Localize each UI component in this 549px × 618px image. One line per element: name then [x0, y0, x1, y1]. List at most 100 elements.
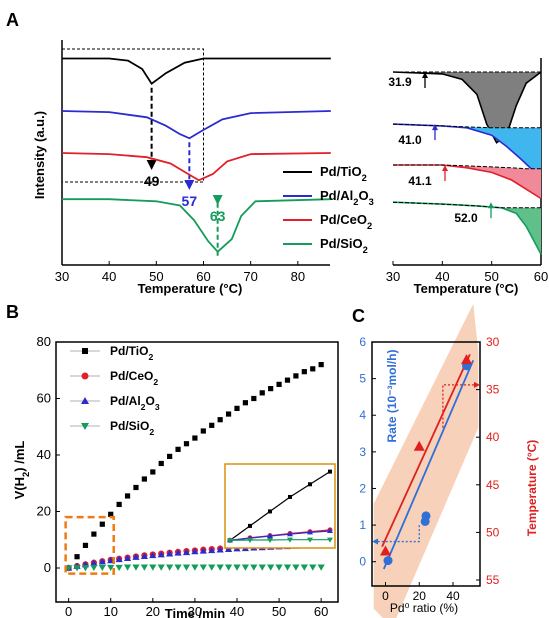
onset-arrowhead-sio2 [488, 202, 494, 209]
data-point-al2o3 [191, 548, 199, 555]
data-point-sio2 [275, 564, 283, 571]
label-part: Pd/TiO [320, 164, 362, 179]
label-part: Pd/Al [110, 394, 141, 408]
legend-marker-tio2 [82, 348, 88, 354]
data-point-tio2 [234, 405, 240, 411]
onset-label-tio2: 31.9 [388, 75, 412, 89]
data-point-sio2 [132, 564, 140, 571]
data-point-tio2 [217, 417, 223, 423]
zoom-box [64, 515, 115, 575]
onset-arrowhead-al2o3 [432, 124, 438, 131]
x-axis-label: Temperature (°C) [138, 281, 243, 296]
data-point-tio2 [167, 453, 173, 460]
label-part: 2 [21, 472, 31, 477]
data-point-al2o3 [224, 545, 233, 552]
x-tick-label: 60 [534, 269, 548, 284]
panel-b-label: B [6, 302, 19, 322]
panel-c-label: C [352, 306, 365, 326]
inset-point-sio2 [287, 537, 293, 543]
x-tick-label: 30 [386, 269, 400, 284]
series-line-al2o3 [61, 110, 331, 140]
legend-label-al2o3: Pd/Al2O3 [320, 188, 374, 207]
panel-a-right-chart: 31.9 41.0 41.1 52.0 30 40 50 60 Temperature (°C) [386, 58, 548, 296]
data-point-tio2 [82, 542, 89, 548]
x-tick-label: 70 [243, 269, 257, 284]
peak-label-al2o3: 57 [182, 193, 198, 209]
data-point-tio2 [183, 441, 190, 447]
area-line-al2o3 [392, 123, 542, 175]
y-tick-label: 80 [37, 334, 51, 349]
peak-arrowhead-sio2 [212, 195, 223, 205]
data-point-sio2 [81, 565, 90, 572]
x-tick-label: 50 [149, 269, 163, 284]
temperature-point [461, 354, 472, 365]
x-axis-label: Pd⁰ ratio (%) [390, 601, 458, 615]
inset-point-sio2 [327, 537, 333, 543]
data-point-sio2 [90, 564, 98, 572]
label-part: ) /mL [12, 441, 27, 472]
data-point-tio2 [301, 369, 307, 375]
data-point-sio2 [292, 564, 300, 571]
temperature-guide-arrowhead [474, 381, 480, 388]
data-point-tio2 [99, 521, 105, 527]
panel-a-left-chart: 30 40 50 60 70 80 Temperature (°C) Intensity (a… [32, 40, 331, 296]
x-tick-label: 0 [382, 589, 389, 603]
inset-point-tio2 [248, 523, 252, 528]
inset-point-tio2 [308, 482, 312, 487]
data-point-sio2 [115, 564, 123, 572]
label-part: Pd/SiO [320, 236, 363, 251]
x-tick-label: 30 [188, 604, 202, 618]
x-tick-label: 50 [484, 269, 498, 284]
rate-point [383, 556, 393, 566]
temperature-point [380, 545, 391, 556]
y-tick-label: 60 [37, 391, 51, 406]
x-tick-label: 80 [291, 269, 305, 284]
data-point-tio2 [192, 435, 198, 441]
right-y-tick-label: 50 [486, 525, 500, 539]
onset-label-al2o3: 41.0 [398, 133, 422, 147]
plot-frame [55, 341, 339, 603]
data-point-sio2 [107, 564, 115, 572]
x-tick-label: 40 [446, 589, 460, 603]
data-point-sio2 [199, 564, 207, 571]
legend-label-tio2: Pd/TiO2 [320, 164, 367, 183]
data-point-tio2 [225, 411, 232, 417]
data-point-al2o3 [123, 554, 132, 561]
peak-label-tio2: 49 [144, 173, 160, 189]
data-point-al2o3 [115, 555, 123, 563]
onset-label-sio2: 52.0 [454, 211, 478, 225]
x-tick-label: 10 [103, 604, 117, 618]
left-y-tick-label: 4 [359, 408, 366, 422]
data-point-al2o3 [149, 551, 157, 559]
inset-point-tio2 [288, 494, 292, 499]
data-point-tio2 [150, 469, 156, 475]
left-y-tick-label: 2 [359, 481, 366, 495]
data-point-sio2 [300, 564, 308, 571]
label-part: Pd/SiO [110, 419, 149, 433]
data-point-sio2 [309, 564, 317, 571]
x-tick-label: 20 [146, 604, 160, 618]
area-fill-sio2 [393, 202, 541, 255]
data-point-al2o3 [208, 546, 216, 554]
data-point-tio2 [108, 511, 114, 517]
data-point-tio2 [251, 395, 257, 402]
data-point-sio2 [174, 564, 182, 571]
left-y-tick-label: 1 [359, 518, 366, 532]
right-y-tick-label: 45 [486, 478, 500, 492]
inset-point-sio2 [307, 537, 313, 543]
inset-line-tio2 [229, 471, 331, 541]
label-part: 2 [148, 352, 153, 362]
data-point-tio2 [268, 386, 274, 392]
left-y-axis-label: Rate (10⁻³mol/h) [385, 349, 399, 442]
left-y-tick-label: 5 [359, 372, 366, 386]
legend-marker-sio2 [81, 423, 89, 430]
data-point-sio2 [98, 564, 106, 572]
data-point-al2o3 [132, 553, 140, 560]
data-point-sio2 [250, 564, 258, 571]
data-point-tio2 [276, 381, 282, 387]
data-point-sio2 [157, 564, 165, 571]
data-point-al2o3 [98, 558, 106, 565]
label-part: 2 [353, 197, 358, 207]
